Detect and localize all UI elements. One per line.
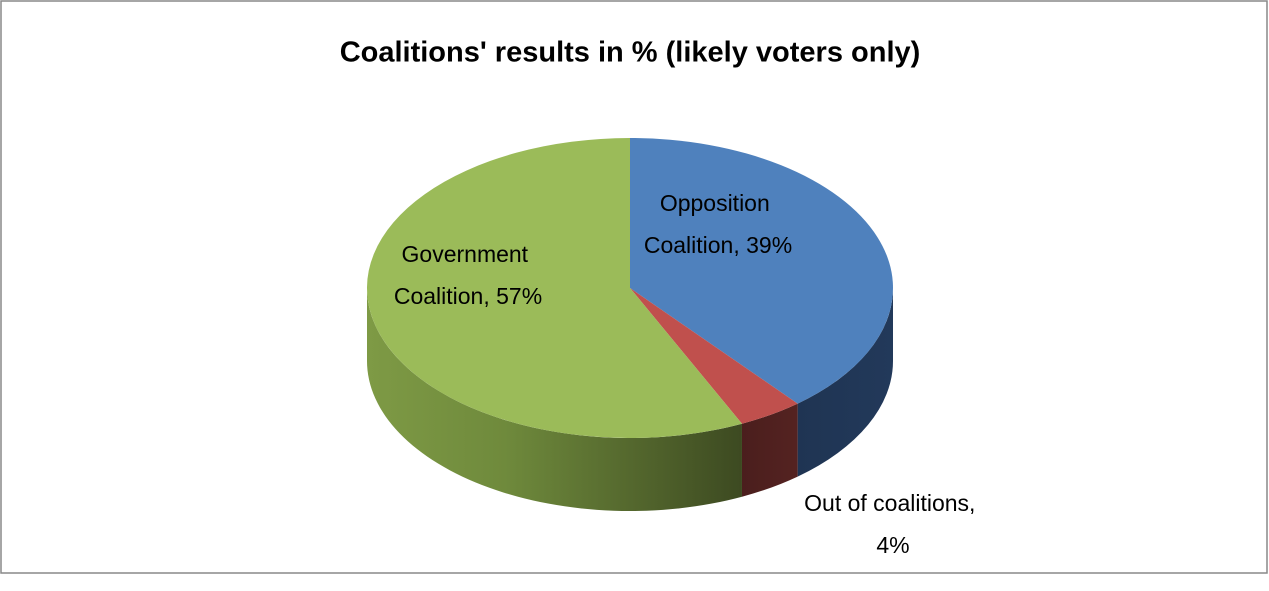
pie-side — [367, 288, 742, 511]
pie-side — [797, 288, 893, 477]
data-label-line: Opposition — [660, 190, 776, 216]
pie-slice — [366, 138, 742, 438]
pie-side — [741, 403, 798, 497]
data-label-line: Coalition, 39% — [644, 232, 792, 258]
data-label-line: 4% — [876, 532, 909, 558]
data-label: Opposition Coalition, 39% — [644, 190, 792, 258]
data-label-line: Government — [402, 241, 535, 267]
data-label: Government Coalition, 57% — [394, 241, 542, 309]
data-label-line: Out of coalitions, — [804, 490, 982, 516]
data-label: Out of coalitions, 4% — [804, 490, 982, 558]
data-label-line: Coalition, 57% — [394, 283, 542, 309]
chart-title: Coalitions' results in % (likely voters … — [340, 37, 921, 69]
pie-slice — [630, 138, 894, 404]
pie-slice — [630, 288, 798, 424]
